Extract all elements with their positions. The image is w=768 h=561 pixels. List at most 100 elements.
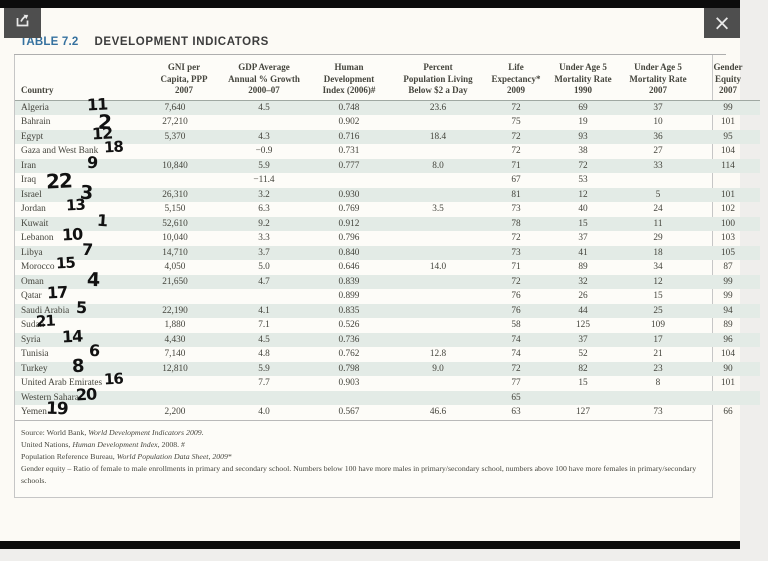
country-name: Iran [21,160,36,171]
handwritten-rank: 20 [75,383,97,405]
handwritten-rank: 1 [96,210,108,230]
value-cell [390,173,486,188]
value-cell: 0.716 [338,131,360,142]
share-button[interactable] [4,8,41,38]
table-row: Western Sahara 20 65 [15,384,760,406]
country-cell: Morocco 15 [15,254,148,275]
footnote-line: Source: World Bank, World Development In… [21,427,204,437]
value-cell: 0.777 [338,160,360,171]
country-cell: Yemen 19 [15,399,148,420]
handwritten-rank: 7 [81,239,93,259]
value-cell: 0.762 [338,349,360,359]
table-row: Israel 3 26,310 3.2 0.930 81 12 5 101 [15,181,760,204]
value-cell [696,391,760,406]
country-cell: Bahrain 2 [15,110,148,135]
value-cell: 0.526 [338,320,360,330]
country-name: Gaza and West Bank [21,146,99,156]
value-cell: 72 [511,102,521,113]
value-cell: 7.7 [258,378,270,388]
country-name: Morocco [21,262,55,272]
value-cell: 65 [511,392,521,403]
country-cell: Oman 4 [15,268,148,290]
column-header: Life Expectancy* 2009 [486,55,546,101]
value-cell: 2,200 [164,407,186,417]
handwritten-rank: 21 [35,311,56,331]
value-cell [390,333,486,348]
value-cell [148,376,220,391]
handwritten-rank: 4 [86,268,100,291]
footnote-line: United Nations, Human Development Index,… [21,439,185,449]
country-cell: Saudi Arabia 5 [15,297,148,319]
value-cell [390,188,486,203]
value-cell: 14.0 [429,262,447,272]
value-cell: 52 [578,349,588,359]
value-cell: 4,430 [164,334,186,345]
value-cell [148,289,220,304]
table-row: Libya 7 14,710 3.7 0.840 73 41 18 105 [15,239,760,260]
value-cell: 0.902 [338,117,360,127]
country-name: Qatar [21,291,42,301]
value-cell: 72 [511,363,521,374]
value-cell: 18 [653,247,663,258]
country-name: Israel [21,189,42,200]
close-button[interactable]: × [704,8,740,38]
value-cell: 15 [578,378,588,388]
country-cell: Lebanon 10 [15,224,148,246]
value-cell: 21,650 [162,276,188,287]
value-cell: 5 [655,189,661,200]
handwritten-rank: 14 [61,325,83,347]
value-cell: 5.0 [258,262,270,272]
value-cell: 76 [511,305,521,316]
value-cell: 44 [578,305,588,316]
value-cell: 12.8 [429,349,447,359]
country-cell: Gaza and West Bank 18 [15,138,148,159]
value-cell: 53 [578,175,588,185]
country-cell: Syria 14 [15,326,148,348]
value-cell [390,275,486,290]
country-cell: Tunisia 6 [15,341,148,362]
value-cell: 127 [576,407,590,417]
value-cell: 72 [578,160,588,171]
value-cell: 23.6 [429,102,447,113]
country-cell: United Arab Emirates 16 [15,370,148,391]
handwritten-rank: 16 [103,369,124,389]
value-cell: 4.3 [258,131,270,142]
value-cell: 37 [653,102,663,113]
value-cell: 63 [511,407,521,417]
value-cell: 38 [578,146,588,156]
table-footnotes: Source: World Bank, World Development In… [15,419,712,497]
value-cell: 0.839 [338,276,360,287]
value-cell [308,173,390,188]
handwritten-rank: 10 [61,224,83,245]
value-cell: 71 [511,160,521,171]
country-name: Western Sahara [21,392,79,403]
country-cell: Qatar 17 [15,282,148,304]
value-cell: 4.5 [258,102,270,113]
value-cell: 7.1 [258,320,270,330]
value-cell: 94 [723,305,733,316]
country-cell: Egypt 12 [15,123,148,145]
country-cell: Kuwait 1 [15,210,148,232]
value-cell [390,376,486,391]
country-name: Yemen [21,407,47,417]
value-cell: 15 [578,218,588,229]
country-name: Jordan [21,204,46,214]
value-cell [390,318,486,333]
value-cell: 21 [653,349,663,359]
value-cell: 3.5 [432,204,444,214]
value-cell: 4.8 [258,349,270,359]
value-cell: 37 [578,334,588,345]
table-row: Morocco 15 4,050 5.0 0.646 14.0 71 89 34 87 [15,254,760,275]
table-row: Iraq 22 −11.4 67 53 [15,168,760,193]
value-cell: 52,610 [162,218,188,229]
value-cell: 0.840 [338,247,360,258]
value-cell: 14,710 [162,247,188,258]
value-cell: 81 [511,189,521,200]
country-name: Turkey [21,363,48,374]
value-cell: 103 [721,233,735,243]
value-cell: 93 [578,131,588,142]
handwritten-rank: 19 [45,398,69,420]
value-cell: 0.798 [338,363,360,374]
value-cell [148,144,220,159]
value-cell: 8 [655,378,661,388]
